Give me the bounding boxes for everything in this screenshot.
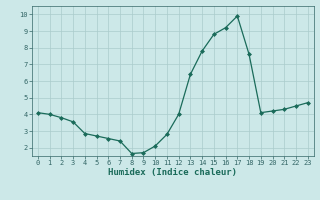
X-axis label: Humidex (Indice chaleur): Humidex (Indice chaleur) [108, 168, 237, 177]
